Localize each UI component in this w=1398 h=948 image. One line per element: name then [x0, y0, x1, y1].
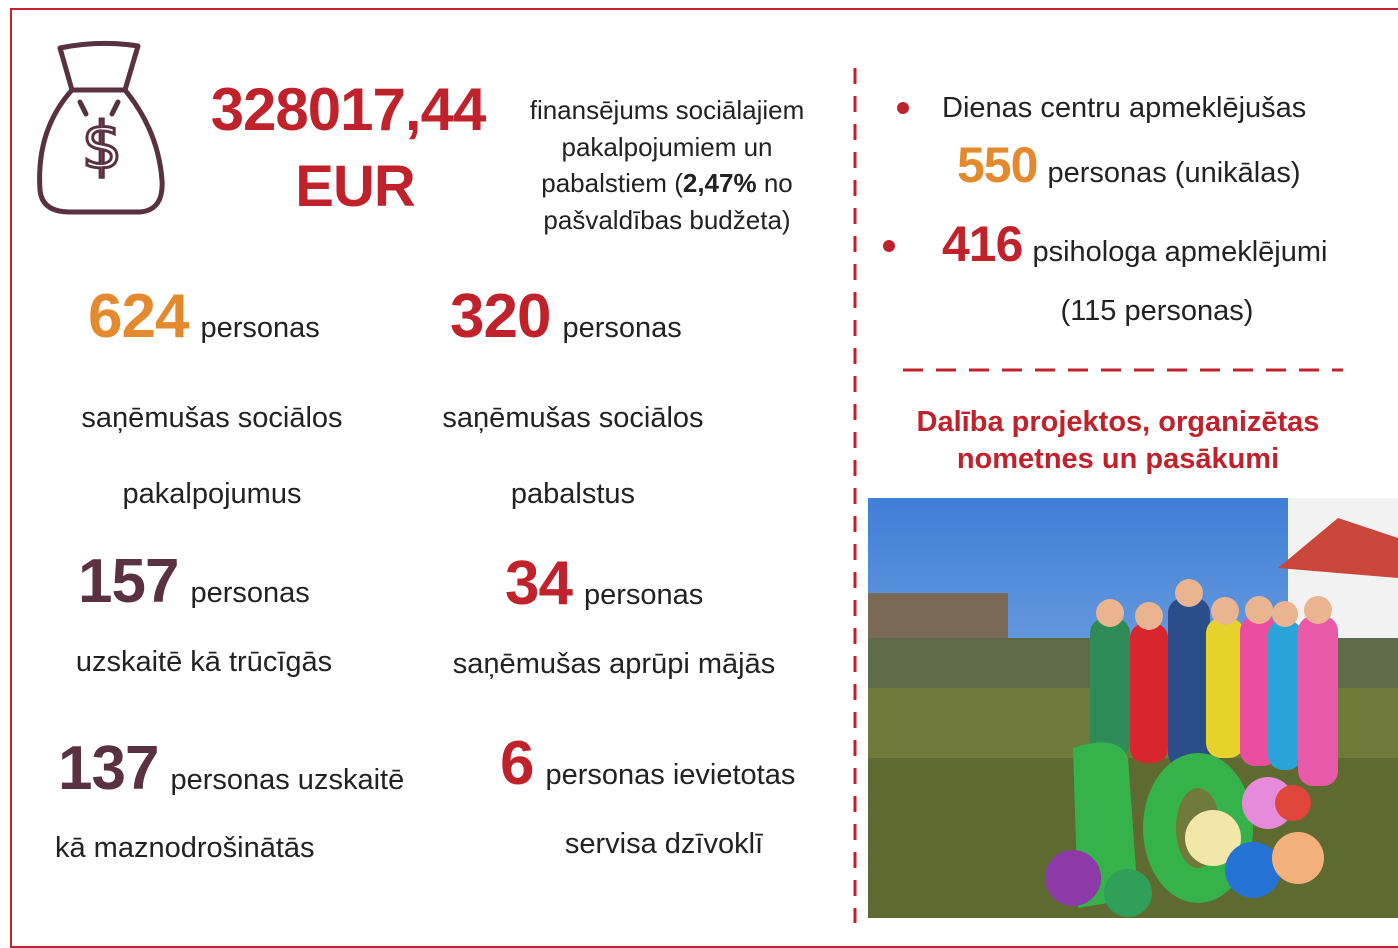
stat-unit: personas uzskaitē [170, 764, 404, 797]
stat-head: 34 personas [505, 553, 703, 615]
desc-line: pašvaldības budžeta) [530, 202, 805, 239]
stat-head: 6 personas ievietotas [500, 733, 795, 795]
stat-head: 157 personas [78, 551, 310, 613]
heading-line: nometnes un pasākumi [917, 441, 1320, 478]
vertical-divider [850, 68, 860, 923]
caption-line: pakalpojumus [81, 456, 342, 532]
stat-caption: servisa dzīvoklī [565, 828, 763, 861]
bullet-text: Dienas centru apmeklējušas [942, 92, 1306, 125]
amount: 328017,44 [211, 80, 486, 140]
caption-line: saņēmušas sociālos [442, 380, 703, 456]
horizontal-divider [903, 366, 1343, 374]
svg-text:$: $ [82, 110, 123, 184]
stat-number: 624 [88, 286, 188, 348]
bullet-note: (115 personas) [1061, 295, 1254, 328]
currency: EUR [295, 158, 414, 216]
stat-head: 137 personas uzskaitē [58, 738, 404, 800]
stat-caption: uzskaitē kā trūcīgās [76, 646, 332, 679]
stat-number: 6 [500, 733, 533, 795]
stat-unit: personas ievietotas [545, 759, 795, 792]
stat-unit: personas [200, 312, 319, 345]
desc-line: finansējums sociālajiem [530, 92, 805, 129]
stat-unit: personas (unikālas) [1047, 157, 1300, 190]
stat-caption: saņēmušas aprūpi mājās [453, 648, 775, 681]
desc-text: pabalstiem ( [541, 168, 683, 198]
bullet [883, 240, 895, 252]
desc-highlight: 2,47% [683, 168, 757, 198]
stat-head: 624 personas [88, 286, 320, 348]
caption-line: uzskaitē kā trūcīgās [76, 646, 332, 679]
caption-line: kā maznodrošinātās [55, 832, 315, 865]
bullet-stat: 550 personas (unikālas) [957, 140, 1301, 190]
stat-head: 320 personas [450, 286, 682, 348]
caption-line: pabalstus [442, 456, 703, 532]
stat-unit: personas [562, 312, 681, 345]
desc-text: no [764, 168, 793, 198]
caption-line: saņēmušas aprūpi mājās [453, 648, 775, 681]
stat-unit: psihologa apmeklējumi [1032, 236, 1327, 269]
amount-description: finansējums sociālajiem pakalpojumiem un… [530, 92, 805, 238]
money-bag-icon: $ [30, 40, 170, 220]
stat-number: 320 [450, 286, 550, 348]
stat-number: 416 [942, 219, 1022, 269]
stat-number: 137 [58, 738, 158, 800]
desc-line: pakalpojumiem un [530, 129, 805, 166]
bullet-stat: 416 psihologa apmeklējumi [942, 219, 1327, 269]
stat-caption: kā maznodrošinātās [55, 832, 315, 865]
body: $ 328017,44 EUR finansējums sociālajiem … [0, 0, 1398, 931]
photo [868, 498, 1398, 918]
stat-unit: personas [190, 577, 309, 610]
stat-unit: personas [584, 579, 703, 612]
caption-line: servisa dzīvoklī [565, 828, 763, 861]
caption-line: saņēmušas sociālos [81, 380, 342, 456]
desc-line: pabalstiem (2,47% no [530, 165, 805, 202]
bullet [897, 102, 909, 114]
heading-line: Dalība projektos, organizētas [917, 404, 1320, 441]
stat-number: 34 [505, 553, 572, 615]
stat-number: 550 [957, 140, 1037, 190]
page: Infographic { "header": { "amount": "328… [0, 0, 1398, 931]
stat-number: 157 [78, 551, 178, 613]
